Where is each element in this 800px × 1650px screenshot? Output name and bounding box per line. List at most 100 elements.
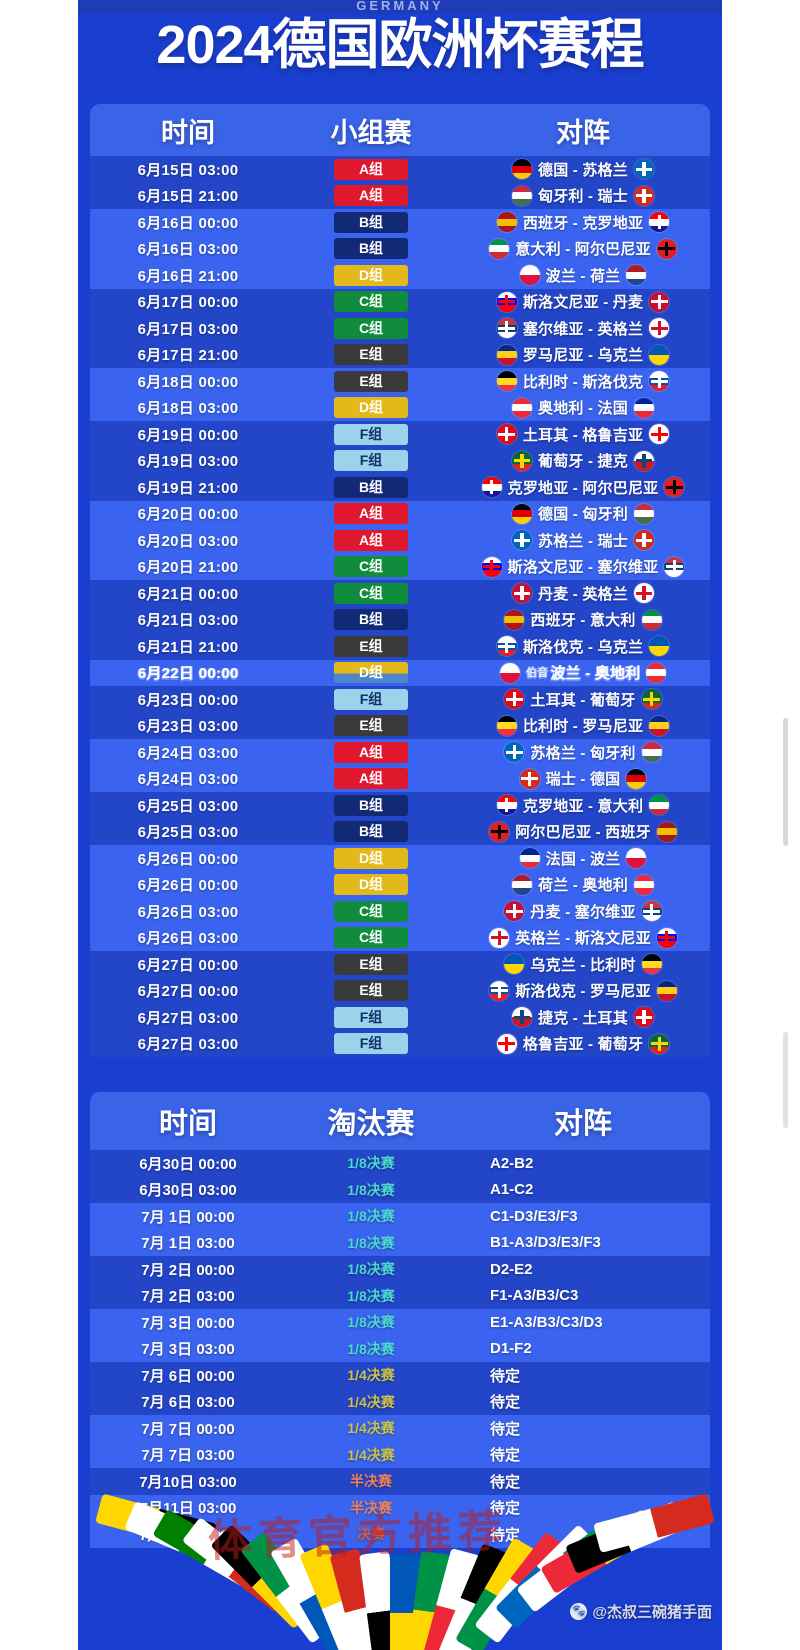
table-row[interactable]: 6月19日 00:00 F组 土耳其 - 格鲁吉亚 xyxy=(90,421,710,448)
table-row[interactable]: 6月27日 03:00 F组 捷克 - 土耳其 xyxy=(90,1004,710,1031)
table-row[interactable]: 6月23日 03:00 E组 比利时 - 罗马尼亚 xyxy=(90,712,710,739)
match-time: 6月15日 03:00 xyxy=(137,161,239,179)
table-row[interactable]: 6月24日 03:00 A组 瑞士 - 德国 xyxy=(90,765,710,792)
table-row[interactable]: 6月22日 00:00 D组 波兰 - 奥地利 xyxy=(90,659,710,686)
table-row[interactable]: 6月19日 03:00 F组 葡萄牙 - 捷克 xyxy=(90,447,710,474)
table-row[interactable]: 6月27日 00:00 E组 斯洛伐克 - 罗马尼亚 xyxy=(90,977,710,1004)
flag-icon-pt xyxy=(641,689,662,710)
flag-icon-de xyxy=(512,503,533,524)
matchup-cell: 乌克兰 - 比利时 xyxy=(456,954,710,975)
table-row[interactable]: 6月30日 03:00 1/8决赛 A1-C2 xyxy=(90,1176,710,1203)
matchup-cell: 德国 - 匈牙利 xyxy=(456,503,710,524)
flag-icon-eng xyxy=(489,927,510,948)
match-time: 6月15日 21:00 xyxy=(137,188,239,206)
table-row[interactable]: 6月16日 21:00 D组 波兰 - 荷兰 xyxy=(90,262,710,289)
matchup-label: 塞尔维亚 - 英格兰 xyxy=(522,320,644,338)
group-badge-cell: A组 xyxy=(286,768,456,790)
match-time: 6月16日 03:00 xyxy=(137,241,239,259)
table-row[interactable]: 7月11日 03:00 半决赛 待定 xyxy=(90,1494,710,1521)
table-row[interactable]: 7月10日 03:00 半决赛 待定 xyxy=(90,1468,710,1495)
match-time: 6月24日 03:00 xyxy=(137,744,239,762)
flag-icon-hr xyxy=(649,212,670,233)
matchup-label: 格鲁吉亚 - 葡萄牙 xyxy=(522,1036,644,1054)
table-row[interactable]: 6月25日 03:00 B组 克罗地亚 - 意大利 xyxy=(90,792,710,819)
matchup-label: 土耳其 - 格鲁吉亚 xyxy=(522,426,644,444)
scrollbar-thumb-secondary[interactable] xyxy=(783,1032,788,1128)
matchup-cell: 比利时 - 斯洛伐克 xyxy=(456,371,710,392)
table-row[interactable]: 6月26日 03:00 C组 英格兰 - 斯洛文尼亚 xyxy=(90,924,710,951)
table-row[interactable]: 6月30日 00:00 1/8决赛 A2-B2 xyxy=(90,1150,710,1177)
flag-icon-be xyxy=(641,954,662,975)
table-row[interactable]: 7月 1日 00:00 1/8决赛 C1-D3/E3/F3 xyxy=(90,1203,710,1230)
flag-icon-it xyxy=(649,795,670,816)
matchup-label: 瑞士 - 德国 xyxy=(545,771,621,789)
table-row[interactable]: 7月 6日 00:00 1/4决赛 待定 xyxy=(90,1362,710,1389)
table-row[interactable]: 6月26日 00:00 D组 荷兰 - 奥地利 xyxy=(90,871,710,898)
table-row[interactable]: 6月15日 21:00 A组 匈牙利 - 瑞士 xyxy=(90,182,710,209)
flag-icon-at xyxy=(646,662,667,683)
group-badge-cell: E组 xyxy=(286,370,456,392)
match-time: 6月27日 03:00 xyxy=(137,1009,239,1027)
matchup-cell: 罗马尼亚 - 乌克兰 xyxy=(456,344,710,365)
group-badge-cell: B组 xyxy=(286,609,456,631)
table-row[interactable]: 6月21日 03:00 B组 西班牙 - 意大利 xyxy=(90,606,710,633)
flag-icon-de xyxy=(626,768,647,789)
table-row[interactable]: 6月26日 03:00 C组 丹麦 - 塞尔维亚 xyxy=(90,898,710,925)
table-row[interactable]: 6月23日 00:00 F组 土耳其 - 葡萄牙 xyxy=(90,686,710,713)
group-badge: F组 xyxy=(334,450,408,472)
flag-icon-sct xyxy=(633,159,654,180)
table-row[interactable]: 6月21日 00:00 C组 丹麦 - 英格兰 xyxy=(90,580,710,607)
matchup-label: 待定 xyxy=(490,1526,521,1544)
table-row[interactable]: 6月19日 21:00 B组 克罗地亚 - 阿尔巴尼亚 xyxy=(90,474,710,501)
table-row[interactable]: 7月 7日 00:00 1/4决赛 待定 xyxy=(90,1415,710,1442)
scrollbar-thumb[interactable] xyxy=(783,718,788,846)
flag-icon-ua xyxy=(504,954,525,975)
match-time: 6月19日 21:00 xyxy=(137,479,239,497)
matchup-cell: 奥地利 - 法国 xyxy=(456,397,710,418)
table-row[interactable]: 7月 2日 03:00 1/8决赛 F1-A3/B3/C3 xyxy=(90,1282,710,1309)
knockout-round-label: 1/8决赛 xyxy=(347,1181,395,1198)
matchup-label: 待定 xyxy=(490,1447,521,1465)
table-row[interactable]: 6月17日 00:00 C组 斯洛文尼亚 - 丹麦 xyxy=(90,288,710,315)
table-row[interactable]: 6月20日 21:00 C组 斯洛文尼亚 - 塞尔维亚 xyxy=(90,553,710,580)
table-row[interactable]: 6月20日 03:00 A组 苏格兰 - 瑞士 xyxy=(90,527,710,554)
group-badge: E组 xyxy=(334,980,408,1002)
table-row[interactable]: 6月27日 03:00 F组 格鲁吉亚 - 葡萄牙 xyxy=(90,1030,710,1057)
table-row[interactable]: 7月 3日 03:00 1/8决赛 D1-F2 xyxy=(90,1335,710,1362)
table-row[interactable]: 6月17日 03:00 C组 塞尔维亚 - 英格兰 xyxy=(90,315,710,342)
table-row[interactable]: 6月21日 21:00 E组 斯洛伐克 - 乌克兰 xyxy=(90,633,710,660)
table-row[interactable]: 6月18日 03:00 D组 奥地利 - 法国 xyxy=(90,394,710,421)
matchup-cell: 阿尔巴尼亚 - 西班牙 xyxy=(456,821,710,842)
flag-icon-fr xyxy=(519,848,540,869)
match-time: 6月20日 21:00 xyxy=(137,559,239,577)
table-row[interactable]: 7月 7日 03:00 1/4决赛 待定 xyxy=(90,1441,710,1468)
matchup-cell: 比利时 - 罗马尼亚 xyxy=(456,715,710,736)
table-row[interactable]: 6月16日 03:00 B组 意大利 - 阿尔巴尼亚 xyxy=(90,235,710,262)
table-row[interactable]: 6月27日 00:00 E组 乌克兰 - 比利时 xyxy=(90,951,710,978)
table-row[interactable]: 6月24日 03:00 A组 苏格兰 - 匈牙利 xyxy=(90,739,710,766)
table-row[interactable]: 6月18日 00:00 E组 比利时 - 斯洛伐克 xyxy=(90,368,710,395)
group-badge: D组 xyxy=(334,874,408,896)
table-row[interactable]: 6月20日 00:00 A组 德国 - 匈牙利 xyxy=(90,500,710,527)
match-time: 7月 7日 03:00 xyxy=(141,1447,235,1465)
table-row[interactable]: 6月26日 00:00 D组 法国 - 波兰 xyxy=(90,845,710,872)
matchup-cell: 捷克 - 土耳其 xyxy=(456,1007,710,1028)
knockout-stage-rows: 6月30日 00:00 1/8决赛 A2-B2 6月30日 03:00 1/8决赛 A1-… xyxy=(90,1150,710,1548)
table-row[interactable]: 6月16日 00:00 B组 西班牙 - 克罗地亚 xyxy=(90,209,710,236)
table-row[interactable]: 7月15日 03:00 决赛 待定 xyxy=(90,1521,710,1548)
match-time: 7月 7日 00:00 xyxy=(141,1420,235,1438)
table-row[interactable]: 6月15日 03:00 A组 德国 - 苏格兰 xyxy=(90,156,710,183)
match-time: 6月21日 00:00 xyxy=(137,585,239,603)
group-badge-cell: A组 xyxy=(286,503,456,525)
matchup-cell: 斯洛文尼亚 - 丹麦 xyxy=(456,291,710,312)
table-row[interactable]: 6月25日 03:00 B组 阿尔巴尼亚 - 西班牙 xyxy=(90,818,710,845)
table-row[interactable]: 7月 6日 03:00 1/4决赛 待定 xyxy=(90,1388,710,1415)
table-row[interactable]: 7月 1日 03:00 1/8决赛 B1-A3/D3/E3/F3 xyxy=(90,1229,710,1256)
flag-icon-ge xyxy=(649,424,670,445)
table-row[interactable]: 7月 3日 00:00 1/8决赛 E1-A3/B3/C3/D3 xyxy=(90,1309,710,1336)
table-row[interactable]: 6月17日 21:00 E组 罗马尼亚 - 乌克兰 xyxy=(90,341,710,368)
table-row[interactable]: 7月 2日 00:00 1/8决赛 D2-E2 xyxy=(90,1256,710,1283)
match-time: 7月 2日 00:00 xyxy=(141,1261,235,1279)
bunting-flag xyxy=(421,1547,481,1650)
flag-icon-it xyxy=(489,238,510,259)
